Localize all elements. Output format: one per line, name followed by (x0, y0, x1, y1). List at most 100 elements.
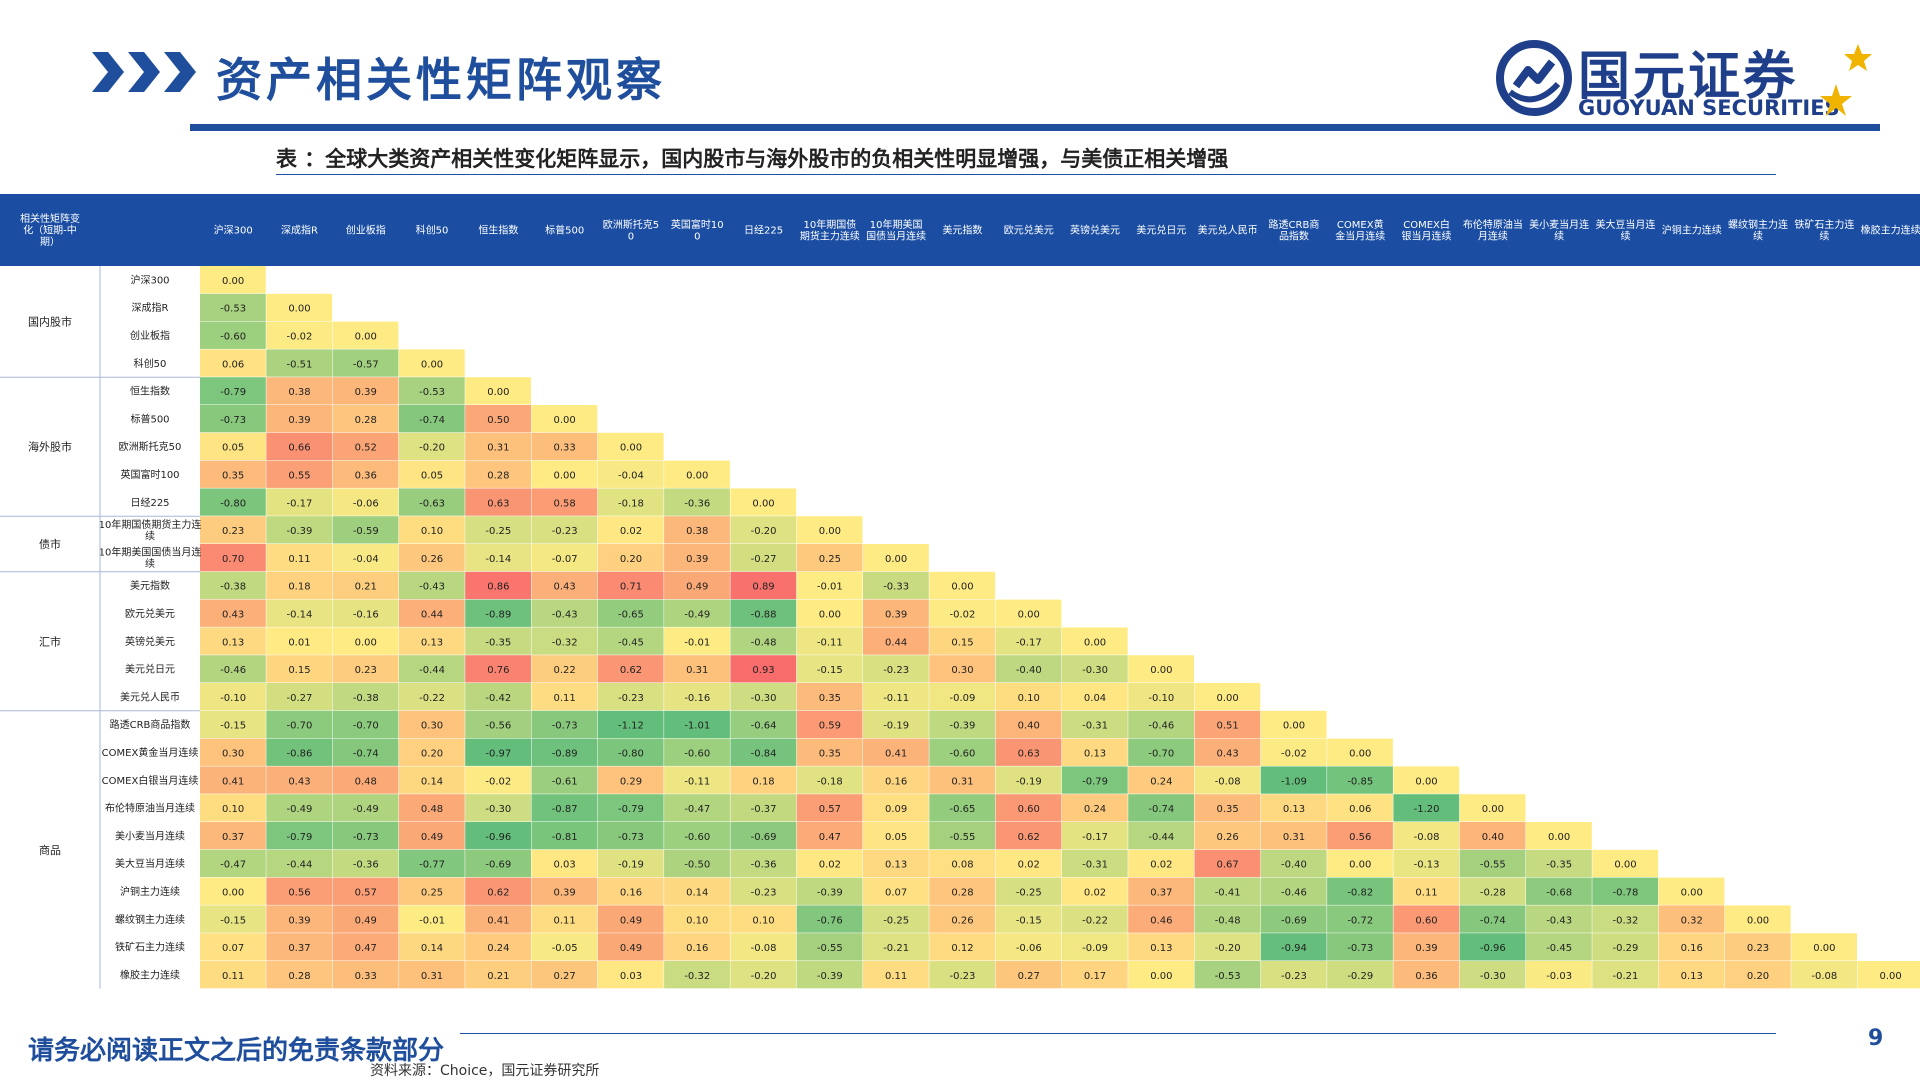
heatmap-cell (398, 627, 465, 655)
heatmap-cell (465, 516, 531, 544)
cell-value: 0.00 (752, 498, 774, 509)
column-header: 深成指R (281, 224, 318, 237)
heatmap-cell (1393, 905, 1460, 933)
cell-value: 0.27 (554, 971, 576, 982)
heatmap-cell (398, 766, 465, 794)
cell-value: -0.43 (419, 582, 445, 593)
cell-value: 0.09 (885, 804, 907, 815)
cell-value: 0.35 (222, 471, 244, 482)
heatmap-cell (200, 794, 266, 822)
heatmap-cell (995, 683, 1062, 711)
heatmap-cell (1526, 905, 1592, 933)
column-header: COMEX黄金当月连续 (1335, 218, 1385, 243)
cell-value: -0.18 (817, 776, 843, 787)
heatmap-cell (1260, 822, 1327, 850)
cell-value: 0.26 (1217, 832, 1239, 843)
cell-value: 0.39 (554, 888, 576, 899)
heatmap-cell (1592, 849, 1659, 878)
row-label: 恒生指数 (130, 385, 170, 398)
cell-value: -0.47 (220, 860, 246, 871)
heatmap-cell (398, 738, 465, 766)
group-label: 海外股市 (28, 440, 72, 454)
cell-value: -0.02 (1281, 749, 1307, 760)
heatmap-cell (531, 405, 598, 433)
cell-value: 0.02 (1084, 888, 1106, 899)
cell-value: -0.96 (1480, 943, 1506, 954)
cell-value: -0.07 (552, 554, 578, 565)
cell-value: -0.32 (552, 637, 578, 648)
cell-value: 0.00 (1614, 860, 1636, 871)
cell-value: 0.70 (222, 554, 244, 565)
heatmap-cell (664, 599, 730, 627)
heatmap-cell (1128, 849, 1194, 878)
cell-value: 0.40 (1018, 721, 1040, 732)
heatmap-cell (465, 405, 531, 433)
heatmap-cell (1592, 905, 1659, 933)
cell-value: 0.26 (951, 915, 973, 926)
row-label: 标普500 (130, 412, 169, 425)
cell-value: -0.15 (817, 665, 843, 676)
heatmap-cell (995, 961, 1062, 989)
cell-value: -0.15 (220, 915, 246, 926)
cell-value: -0.49 (684, 610, 710, 621)
cell-value: -0.63 (419, 498, 445, 509)
cell-value: 0.28 (355, 415, 377, 426)
heatmap-cell (398, 377, 465, 405)
cell-value: -0.70 (287, 721, 313, 732)
cell-value: -0.44 (419, 665, 445, 676)
heatmap-cell (664, 766, 730, 794)
heatmap-cell (398, 349, 465, 377)
heatmap-cell (332, 961, 399, 989)
heatmap-cell (266, 544, 333, 572)
heatmap-cell (730, 599, 797, 627)
cell-value: -0.70 (1148, 749, 1174, 760)
heatmap-cell (398, 822, 465, 850)
cell-value: 0.15 (288, 665, 310, 676)
heatmap-cell (1327, 849, 1393, 878)
cell-value: 0.00 (487, 387, 509, 398)
cell-value: 0.39 (1415, 943, 1437, 954)
cell-value: 0.49 (620, 943, 642, 954)
cell-value: -0.77 (419, 860, 445, 871)
cell-value: -0.74 (1480, 915, 1506, 926)
heatmap-cell (1724, 961, 1791, 989)
heatmap-cell (597, 738, 664, 766)
row-label: 美大豆当月连续 (115, 857, 185, 870)
heatmap-cell (266, 738, 333, 766)
cell-value: -0.16 (684, 693, 710, 704)
heatmap-cell (200, 266, 266, 294)
cell-value: -0.06 (353, 498, 379, 509)
cell-value: -0.57 (353, 359, 379, 370)
heatmap-cell (730, 627, 797, 655)
cell-value: 0.00 (222, 276, 244, 287)
heatmap-cell (398, 933, 465, 961)
cell-value: 0.12 (951, 943, 973, 954)
heatmap-cell (531, 627, 598, 655)
logo-english-text: GUOYUAN SECURITIES (1578, 96, 1840, 120)
heatmap-cell (1526, 933, 1592, 961)
heatmap-cell (266, 432, 333, 461)
cell-value: -0.65 (950, 804, 976, 815)
cell-value: -0.46 (220, 665, 246, 676)
heatmap-cell (531, 683, 598, 711)
cell-value: -0.06 (1016, 943, 1042, 954)
cell-value: 0.05 (421, 471, 443, 482)
heatmap-cell (1061, 766, 1128, 794)
column-header: 美大豆当月连续 (1595, 218, 1655, 243)
cell-value: 0.76 (487, 665, 509, 676)
cell-value: 0.62 (620, 665, 642, 676)
row-label: 铁矿石主力连续 (115, 941, 185, 954)
cell-value: -0.73 (618, 832, 644, 843)
cell-value: 0.08 (951, 860, 973, 871)
heatmap-cell (664, 571, 730, 600)
heatmap-cell (995, 710, 1062, 739)
cell-value: -0.61 (552, 776, 578, 787)
heatmap-cell (730, 738, 797, 766)
heatmap-cell (266, 599, 333, 627)
heatmap-cell (664, 710, 730, 739)
row-label: 日经225 (130, 496, 169, 509)
cell-value: -0.87 (552, 804, 578, 815)
cell-value: -0.82 (1347, 888, 1373, 899)
cell-value: -0.23 (883, 665, 909, 676)
heatmap-cell (531, 849, 598, 878)
